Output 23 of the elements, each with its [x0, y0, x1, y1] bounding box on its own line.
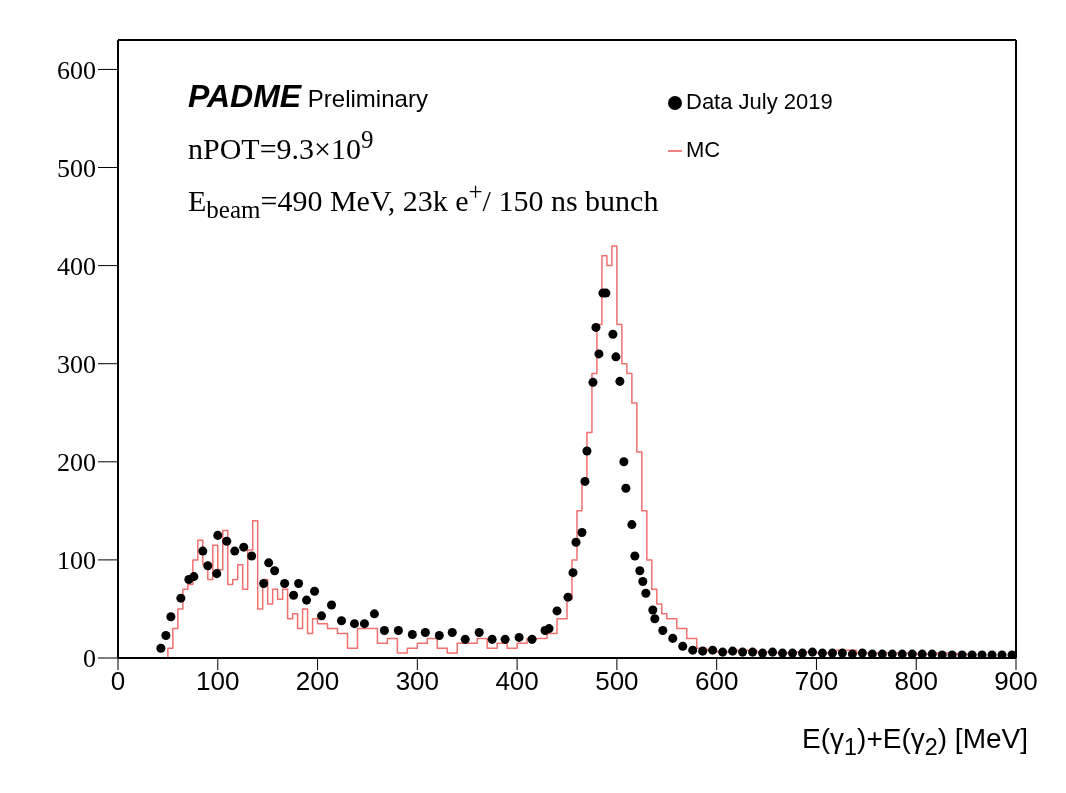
x-tick-label: 400 [495, 666, 539, 697]
y-tick-label: 500 [57, 153, 96, 183]
x-tick-label: 100 [196, 666, 240, 697]
x-tick-label: 500 [595, 666, 639, 697]
x-tick-label: 700 [794, 666, 839, 697]
y-tick-label: 200 [57, 448, 96, 478]
y-tick-label: 600 [57, 55, 96, 85]
x-tick-label: 600 [694, 666, 739, 697]
legend-label: Data July 2019 [686, 89, 833, 114]
annotation: nPOT=9.3×10$^{9}$ [188, 126, 374, 166]
y-tick-label: 0 [83, 644, 96, 674]
x-tick-label: 900 [994, 666, 1038, 697]
x-tick-label: 0 [110, 666, 126, 697]
annotation: PADME Preliminary [188, 78, 428, 115]
x-tick-label: 200 [295, 666, 340, 697]
y-tick-label: 300 [57, 349, 96, 379]
y-tick-label: 400 [57, 251, 96, 281]
y-tick-label: 100 [57, 546, 96, 576]
x-tick-label: 300 [395, 666, 440, 697]
x-axis-title: E(γ$_{1}$)+E(γ$_{2}$) [MeV] [802, 723, 1028, 761]
legend-label: MC [686, 137, 721, 162]
annotation: E$_{beam}$=490 MeV, 23k e$^{+}$/ 150 ns bunch [188, 178, 659, 224]
x-tick-label: 800 [894, 666, 938, 697]
